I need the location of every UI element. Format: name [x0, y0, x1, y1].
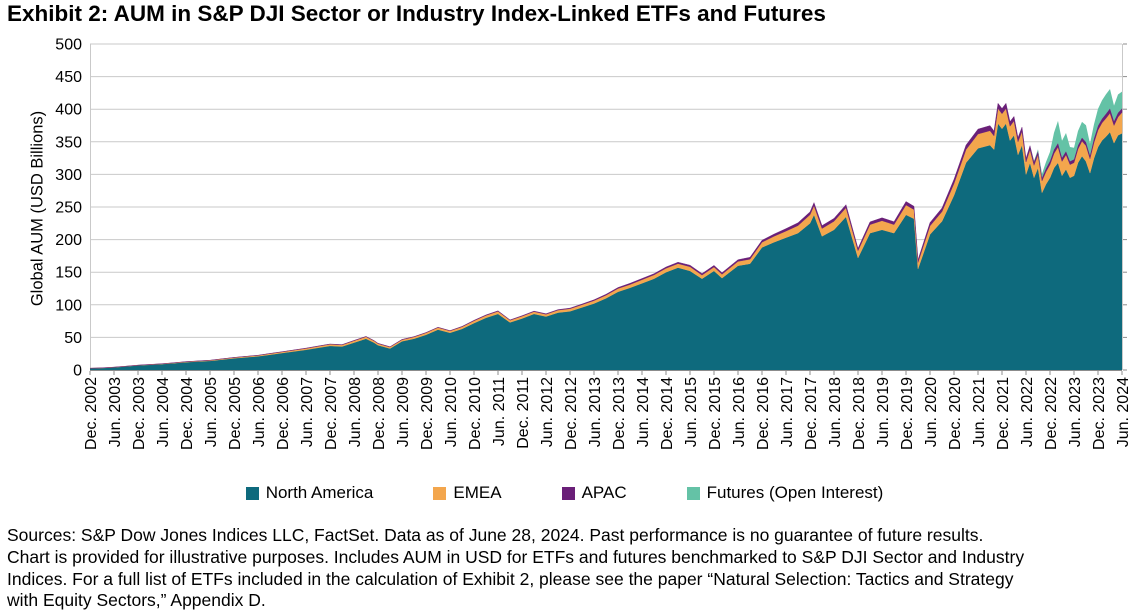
x-tick-label: Jun. 2008 [347, 377, 364, 447]
legend-swatch-futures [686, 486, 700, 500]
source-note-line: Indices. For a full list of ETFs include… [7, 568, 1014, 589]
x-tick-label: Dec. 2017 [803, 377, 820, 450]
x-tick-label: Jun. 2015 [683, 377, 700, 447]
x-tick-label: Jun. 2016 [731, 377, 748, 447]
x-tick-label: Jun. 2019 [875, 377, 892, 447]
legend-item-emea: EMEA [433, 483, 502, 503]
y-tick-label: 300 [55, 167, 82, 184]
legend-label-apac: APAC [581, 483, 627, 502]
area-apac [89, 102, 1123, 369]
x-tick-label: Jun. 2006 [251, 377, 268, 447]
x-tick-label: Dec. 2015 [707, 377, 724, 450]
x-tick-label: Dec. 2007 [323, 377, 340, 450]
x-tick-label: Dec. 2023 [1091, 377, 1108, 450]
x-tick-label: Dec. 2008 [371, 377, 388, 450]
x-tick-label: Dec. 2002 [83, 377, 100, 450]
x-tick-label: Jun. 2020 [923, 377, 940, 447]
legend-label-north-america: North America [265, 483, 374, 502]
x-tick-label: Jun. 2013 [587, 377, 604, 447]
x-tick-label: Dec. 2018 [851, 377, 868, 450]
x-tick-label: Dec. 2004 [179, 377, 196, 450]
legend-label-futures: Futures (Open Interest) [706, 483, 884, 502]
legend-item-futures: Futures (Open Interest) [686, 483, 884, 503]
x-tick-label: Jun. 2004 [155, 377, 172, 447]
legend-label-emea: EMEA [453, 483, 502, 502]
x-tick-label: Dec. 2011 [515, 377, 532, 449]
x-tick-label: Jun. 2003 [107, 377, 124, 447]
x-tick-label: Dec. 2016 [755, 377, 772, 450]
x-tick-label: Jun. 2007 [299, 377, 316, 447]
x-tick-label: Dec. 2019 [899, 377, 916, 450]
source-note-line: Chart is provided for illustrative purpo… [7, 546, 1025, 567]
source-note: Sources: S&P Dow Jones Indices LLC, Fact… [7, 525, 1024, 612]
x-tick-label: Jun. 2011 [491, 377, 508, 446]
y-tick-label: 100 [55, 297, 82, 314]
legend-item-apac: APAC [561, 483, 627, 503]
x-tick-label: Dec. 2020 [947, 377, 964, 450]
x-tick-label: Jun. 2012 [539, 377, 556, 447]
aum-stacked-area-chart: Dec. 2002 Jun. 2003 Dec. 2003 Jun. 2004 Dec.… [55, 37, 1129, 450]
exhibit-title: Exhibit 2: AUM in S&P DJI Sector or Indu… [7, 1, 826, 26]
legend-swatch-emea [433, 486, 447, 500]
x-tick-label: Jun. 2018 [827, 377, 844, 447]
source-note-line: Sources: S&P Dow Jones Indices LLC, Fact… [7, 525, 984, 545]
chart-legend: North America EMEA APAC Futures (Open In… [0, 483, 1129, 503]
x-tick-label: Dec. 2013 [611, 377, 628, 450]
x-tick-label: Dec. 2021 [995, 377, 1012, 450]
y-tick-label: 0 [73, 363, 82, 380]
x-tick-label: Dec. 2003 [131, 377, 148, 450]
y-tick-label: 450 [55, 69, 82, 86]
x-tick-label: Jun. 2017 [779, 377, 796, 447]
legend-swatch-north-america [245, 486, 259, 500]
x-tick-label: Dec. 2006 [275, 377, 292, 450]
x-tick-label: Jun. 2014 [635, 377, 652, 447]
legend-item-north-america: North America [245, 483, 374, 503]
x-tick-label: Jun. 2010 [443, 377, 460, 447]
x-tick-label: Jun. 2022 [1019, 377, 1036, 447]
x-tick-label: Dec. 2009 [419, 377, 436, 450]
y-tick-label: 200 [55, 232, 82, 249]
y-tick-label: 500 [55, 37, 82, 54]
x-tick-label: Dec. 2010 [467, 377, 484, 450]
y-tick-label: 400 [55, 102, 82, 119]
x-tick-label: Jun. 2021 [971, 377, 988, 447]
y-tick-label: 150 [55, 265, 82, 282]
area-north-america [90, 123, 1122, 370]
x-tick-label: Jun. 2009 [395, 377, 412, 447]
x-tick-label: Jun. 2023 [1067, 377, 1084, 447]
x-tick-label: Dec. 2014 [659, 377, 676, 450]
y-tick-label: 350 [55, 134, 82, 151]
y-axis-title: Global AUM (USD Billions) [28, 110, 47, 307]
source-note-line: with Equity Sectors,” Appendix D. [7, 590, 266, 611]
x-tick-label: Dec. 2005 [227, 377, 244, 450]
y-tick-label: 50 [64, 330, 82, 347]
x-tick-label: Jun. 2005 [203, 377, 220, 447]
y-tick-label: 250 [55, 200, 82, 217]
x-tick-label: Dec. 2012 [563, 377, 580, 450]
x-tick-label: Jun. 2024 [1115, 377, 1129, 447]
legend-swatch-apac [561, 486, 575, 500]
x-tick-label: Dec. 2022 [1043, 377, 1060, 450]
